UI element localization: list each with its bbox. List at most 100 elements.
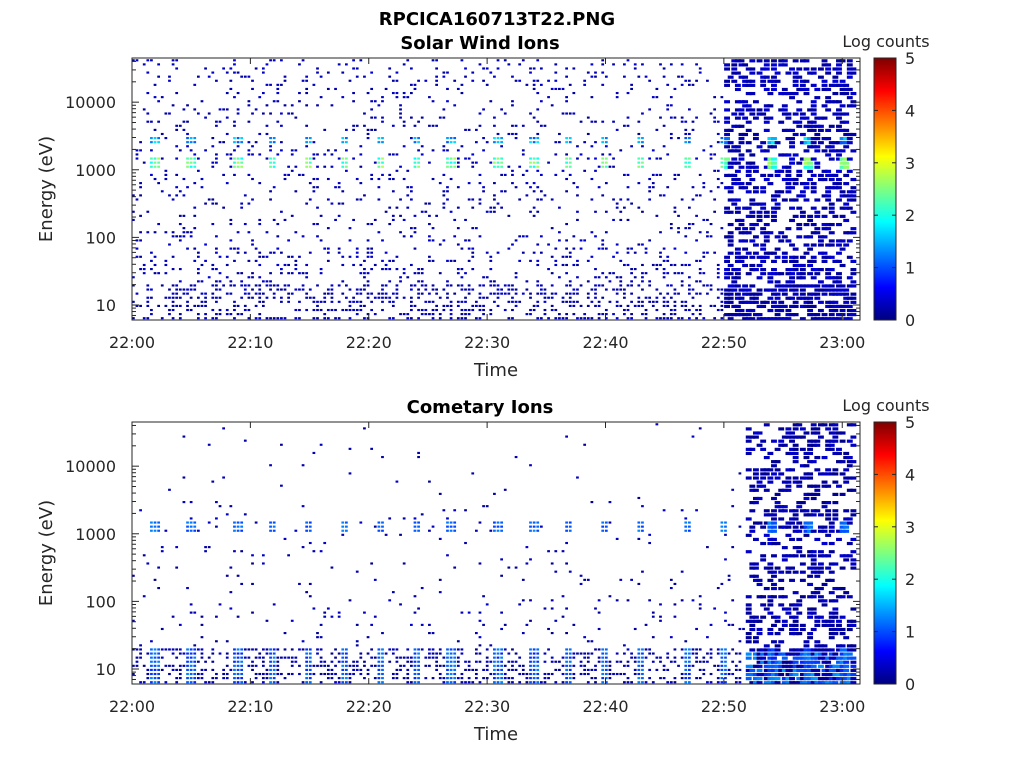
heatmap-cell [778,525,785,529]
heatmap-cell [182,435,186,438]
heatmap-cell [749,112,756,116]
heatmap-cell [446,517,449,520]
heatmap-cell [482,668,485,671]
heatmap-cell [850,132,857,137]
heatmap-cell [817,75,824,79]
heatmap-cell [316,235,319,238]
heatmap-cell [832,656,839,660]
heatmap-cell [225,313,229,316]
heatmap-cell [821,472,828,476]
heatmap-cell [630,268,633,271]
heatmap-cell [752,476,759,480]
heatmap-cell [265,83,269,86]
heatmap-cell [572,300,576,303]
heatmap-cell [453,566,457,569]
heatmap-cell [178,268,182,271]
heatmap-cell [760,255,767,259]
heatmap-cell [637,304,641,307]
heatmap-cell [568,525,572,528]
heatmap-cell [511,173,514,176]
heatmap-cell [261,660,265,663]
heatmap-cell [828,300,835,304]
heatmap-cell [225,308,229,312]
heatmap-cell [749,161,756,165]
heatmap-cell [763,235,770,239]
heatmap-cell [225,574,229,577]
heatmap-cell [825,664,832,668]
heatmap-cell [428,235,431,238]
heatmap-cell [319,268,323,271]
heatmap-cell [684,165,688,168]
heatmap-cell [261,554,265,557]
heatmap-cell [478,636,482,639]
heatmap-cell [688,317,691,320]
heatmap-cell [688,137,691,140]
heatmap-cell [550,227,554,230]
heatmap-cell [716,288,720,291]
heatmap-cell [449,157,453,160]
heatmap-cell [337,182,341,185]
heatmap-cell [843,591,850,595]
heatmap-cell [825,513,832,517]
heatmap-cell [536,157,540,160]
heatmap-cell [514,455,518,459]
heatmap-cell [839,161,846,165]
heatmap-cell [789,603,795,607]
heatmap-cell [702,672,706,676]
heatmap-cell [215,280,218,283]
heatmap-cell [467,128,471,131]
heatmap-cell [677,227,680,230]
heatmap-cell [832,276,839,280]
heatmap-cell [839,566,846,570]
heatmap-cell [637,664,641,667]
heatmap-cell [146,296,150,299]
heatmap-cell [839,529,846,533]
heatmap-cell [623,263,626,267]
heatmap-cell [594,607,597,610]
heatmap-cell [623,664,626,667]
heatmap-cell [846,677,853,681]
heatmap-cell [539,317,543,320]
heatmap-cell [417,317,420,320]
heatmap-cell [814,668,821,673]
heatmap-cell [204,304,207,307]
heatmap-cell [644,308,648,312]
heatmap-cell [218,108,222,111]
heatmap-cell [251,239,254,242]
heatmap-cell [807,660,814,664]
heatmap-cell [789,632,795,636]
heatmap-cell [355,623,359,626]
heatmap-cell [724,157,730,161]
heatmap-cell [810,439,817,443]
heatmap-cell [265,255,269,258]
heatmap-cell [604,182,608,185]
heatmap-cell [799,268,806,272]
heatmap-cell [706,235,709,238]
heatmap-cell [745,677,752,681]
heatmap-cell [615,276,619,279]
heatmap-cell [370,71,374,74]
heatmap-cell [727,222,734,227]
heatmap-cell [731,202,738,206]
heatmap-cell [189,501,193,504]
heatmap-cell [749,488,756,492]
heatmap-cell [247,153,251,156]
heatmap-cell [561,615,565,618]
heatmap-cell [781,509,788,513]
heatmap-cell [446,668,449,671]
heatmap-cell [503,648,507,651]
heatmap-cell [814,439,821,443]
heatmap-cell [836,313,842,317]
heatmap-cell [832,186,839,190]
heatmap-cell [485,656,489,659]
heatmap-cell [651,263,655,267]
heatmap-cell [399,656,402,659]
heatmap-cell [233,284,236,287]
heatmap-cell [633,627,637,631]
heatmap-cell [261,280,265,283]
heatmap-cell [677,231,680,234]
heatmap-cell [669,284,673,287]
heatmap-cell [810,562,817,566]
heatmap-cell [738,153,745,157]
heatmap-cell [702,186,706,189]
